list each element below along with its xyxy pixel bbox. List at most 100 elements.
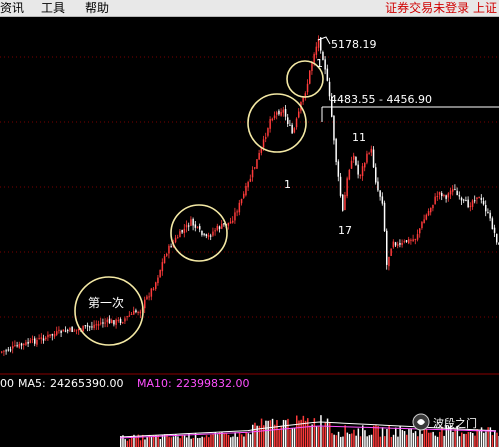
volume-bar	[368, 435, 371, 447]
volume-bar	[285, 420, 287, 447]
candle-body	[97, 323, 100, 326]
candle-body	[194, 224, 197, 228]
candle-body	[405, 240, 408, 242]
candle-body	[119, 319, 122, 324]
menu-news[interactable]: 资讯	[0, 1, 25, 15]
volume-bar	[417, 436, 419, 447]
candle-body	[31, 338, 34, 340]
menu-tools[interactable]: 工具	[41, 1, 66, 15]
volume-bar	[146, 437, 148, 447]
volume-bar	[144, 439, 146, 447]
candle-body	[71, 326, 73, 333]
volume-bar	[245, 432, 247, 447]
candle-body	[414, 238, 417, 240]
candle-body	[207, 235, 210, 238]
volume-bar	[166, 434, 168, 447]
volume-bar	[364, 430, 366, 447]
candle-body	[100, 322, 102, 324]
candle-body	[150, 288, 153, 297]
candle-body	[454, 189, 456, 191]
volume-bar	[120, 436, 122, 447]
candle-body	[1, 351, 3, 353]
candle-body	[267, 128, 269, 136]
volume-bar	[238, 432, 241, 447]
candle-body	[262, 139, 265, 148]
volume-bar	[205, 435, 208, 447]
count-label-1: 1	[284, 178, 291, 191]
volume-bar	[214, 432, 217, 447]
candle-body	[443, 195, 445, 197]
ma10-value: 22399832.00	[176, 377, 249, 390]
volume-bar	[269, 420, 272, 447]
volume-bar	[291, 428, 294, 447]
candle-body	[221, 223, 223, 229]
volume-bar	[300, 419, 302, 447]
candle-body	[38, 338, 40, 340]
candle-body	[12, 346, 14, 349]
candle-body	[344, 194, 346, 211]
candle-body	[458, 195, 461, 197]
candle-body	[315, 46, 318, 55]
volume-bar	[188, 433, 190, 447]
candle-body	[40, 337, 43, 339]
menu-help[interactable]: 帮助	[85, 1, 110, 15]
candle-body	[485, 205, 487, 212]
volume-bar	[355, 435, 357, 447]
volume-bar	[463, 433, 465, 447]
volume-bar	[326, 418, 329, 447]
candle-body	[436, 196, 439, 198]
candle-body	[421, 222, 423, 229]
candle-body	[282, 109, 285, 113]
candle-body	[474, 200, 476, 202]
volume-bar	[124, 439, 126, 447]
candle-body	[111, 320, 113, 324]
candle-body	[493, 227, 496, 233]
volume-bar	[379, 436, 382, 447]
candle-body	[53, 333, 56, 337]
volume-bar	[373, 425, 375, 447]
candle-body	[102, 322, 104, 324]
first-time-label: 第一次	[88, 296, 124, 310]
first-consolidation-circle	[74, 276, 144, 346]
candle-body	[89, 326, 91, 328]
volume-bar	[445, 425, 448, 447]
candle-body	[78, 329, 80, 331]
candle-body	[203, 233, 205, 235]
candle-body	[91, 326, 93, 328]
watermark-text: 波段之门	[433, 416, 477, 430]
volume-bar	[346, 432, 349, 447]
candle-body	[449, 190, 452, 195]
volume-bar	[414, 431, 417, 447]
candle-body	[196, 226, 199, 228]
volume-bar	[203, 437, 206, 447]
candle-body	[478, 197, 480, 199]
candle-body	[135, 310, 137, 313]
candle-body	[115, 319, 117, 325]
volume-bar	[366, 436, 368, 447]
volume-bar	[357, 428, 360, 447]
volume-bar	[395, 427, 397, 447]
candle-body	[304, 93, 307, 99]
candle-body	[181, 230, 183, 233]
candle-body	[271, 118, 274, 121]
candle-body	[377, 181, 379, 191]
trading-login-status[interactable]: 证券交易未登录 上证	[385, 1, 497, 15]
volume-bar	[408, 428, 410, 447]
volume-bar	[423, 426, 426, 447]
candle-body	[489, 212, 491, 219]
candle-body	[348, 169, 351, 180]
volume-bar	[351, 433, 353, 447]
volume-bar	[227, 434, 230, 447]
candle-body	[353, 155, 355, 160]
kline-chart[interactable]: 5178.19 4483.55 - 4456.90 第一次 1 1 11 17 …	[0, 17, 499, 447]
candle-body	[7, 349, 10, 351]
volume-bar	[128, 439, 131, 447]
volume-bar	[425, 429, 428, 447]
candle-body	[452, 189, 454, 192]
volume-bar	[318, 426, 320, 447]
candle-body	[326, 68, 329, 81]
candle-body	[113, 320, 115, 325]
candle-body	[313, 54, 315, 63]
candle-body	[9, 349, 12, 351]
volume-bar	[216, 434, 219, 447]
